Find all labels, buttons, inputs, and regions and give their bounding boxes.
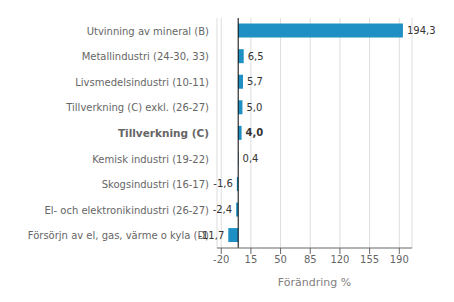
svg-text:El- och elektronikindustri (26: El- och elektronikindustri (26-27) [44, 205, 209, 216]
svg-text:Tillverkning (C) exkl. (26-27): Tillverkning (C) exkl. (26-27) [65, 102, 209, 113]
svg-text:85: 85 [304, 254, 317, 265]
svg-text:120: 120 [330, 254, 349, 265]
svg-text:-2,4: -2,4 [213, 204, 233, 215]
svg-text:4,0: 4,0 [246, 127, 264, 138]
svg-text:-20: -20 [213, 254, 229, 265]
svg-text:Utvinning av mineral (B): Utvinning av mineral (B) [87, 26, 209, 37]
svg-text:190: 190 [390, 254, 409, 265]
svg-text:Skogsindustri (16-17): Skogsindustri (16-17) [102, 179, 209, 190]
svg-text:15: 15 [245, 254, 258, 265]
svg-text:5,0: 5,0 [246, 102, 262, 113]
svg-text:Metallindustri (24-30, 33): Metallindustri (24-30, 33) [82, 51, 209, 62]
svg-text:155: 155 [360, 254, 379, 265]
svg-text:-1,6: -1,6 [213, 178, 233, 189]
svg-text:194,3: 194,3 [407, 25, 436, 36]
svg-text:50: 50 [274, 254, 287, 265]
svg-text:Tillverkning (C): Tillverkning (C) [118, 127, 209, 139]
svg-text:Livsmedelsindustri (10-11): Livsmedelsindustri (10-11) [75, 77, 209, 88]
svg-text:Förändring %: Förändring % [278, 276, 351, 289]
svg-text:6,5: 6,5 [248, 51, 264, 62]
svg-text:Kemisk industri (19-22): Kemisk industri (19-22) [92, 154, 209, 165]
svg-text:5,7: 5,7 [247, 76, 263, 87]
svg-text:-11,7: -11,7 [198, 230, 224, 241]
svg-text:Försörjn av el, gas, värme o k: Försörjn av el, gas, värme o kyla (D) [28, 230, 209, 241]
svg-text:0,4: 0,4 [243, 153, 259, 164]
